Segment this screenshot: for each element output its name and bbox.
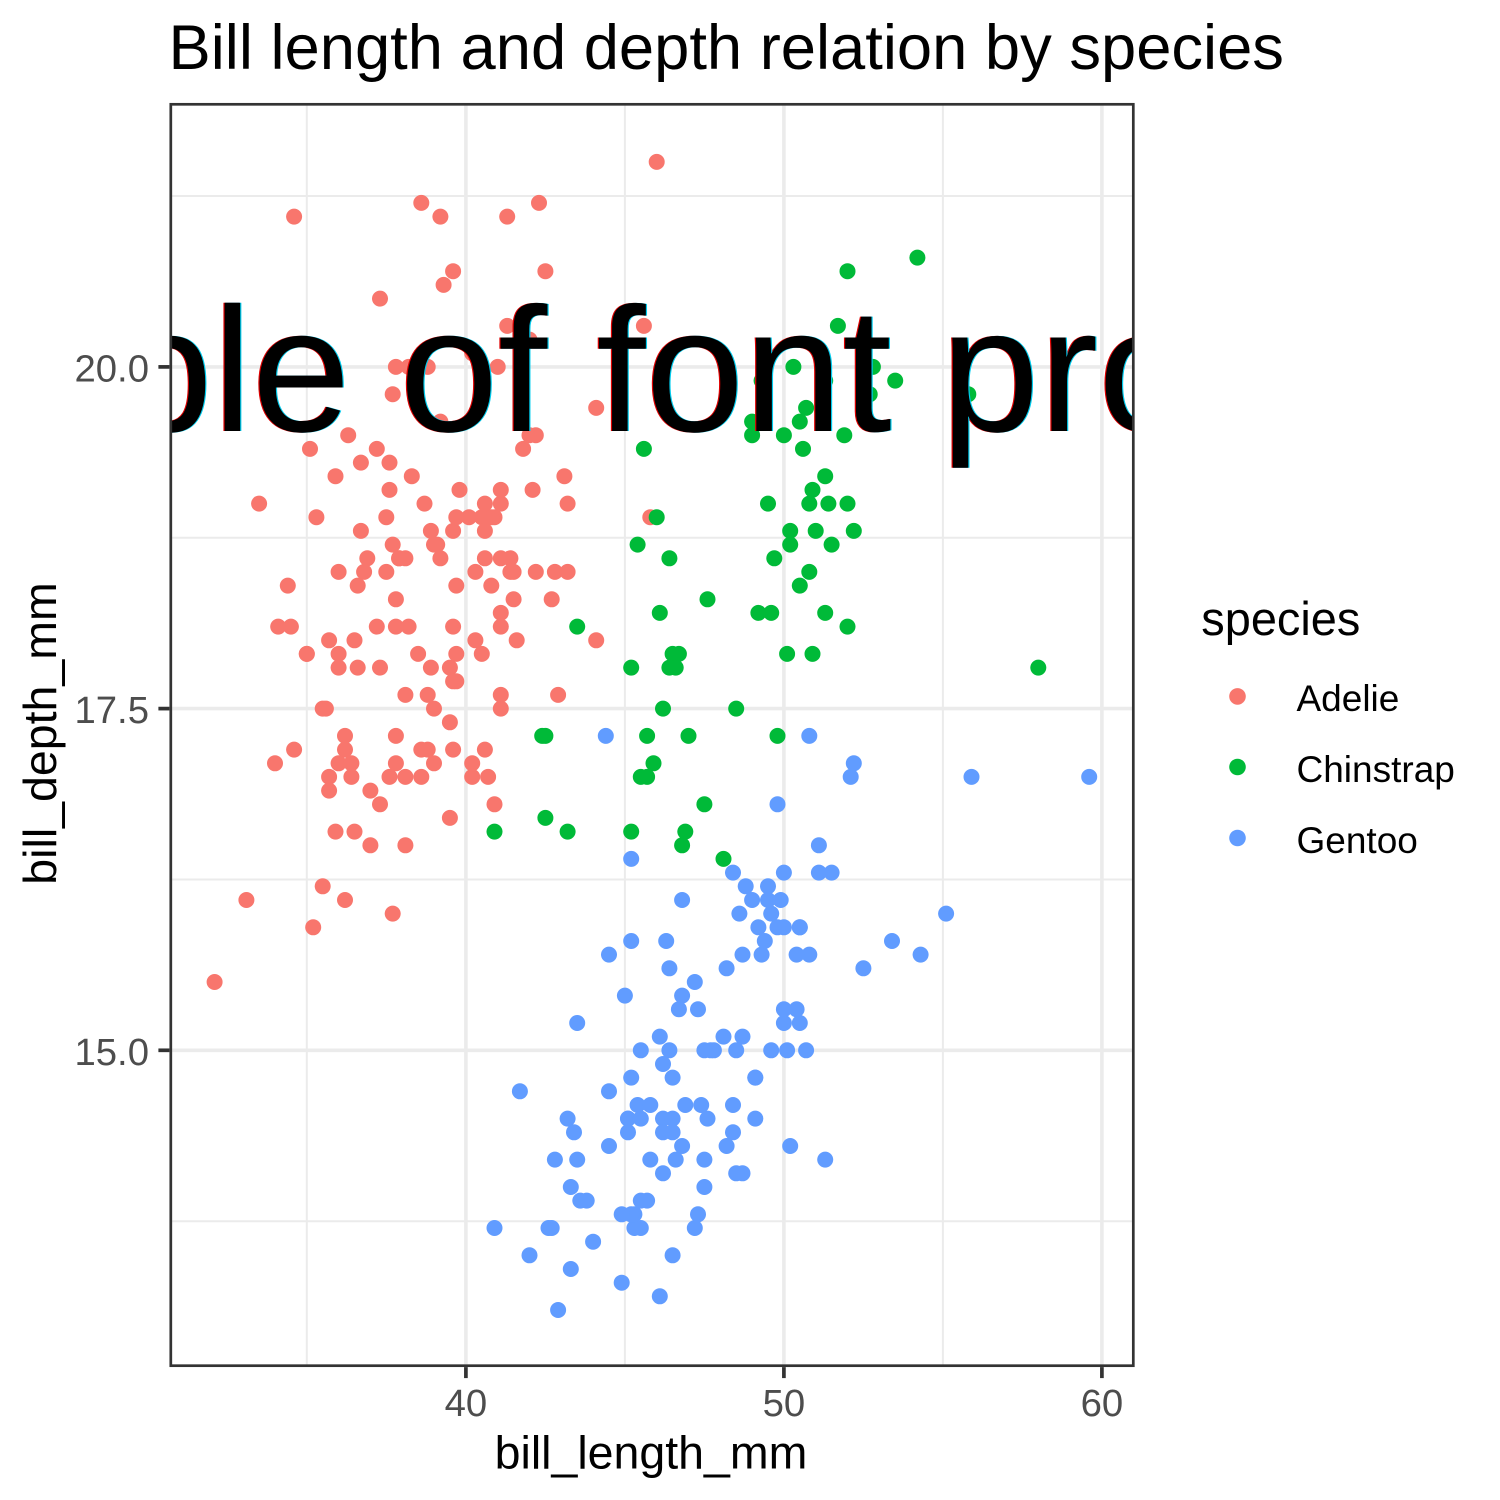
svg-text:bill_length_mm: bill_length_mm — [495, 1427, 808, 1479]
svg-text:species: species — [1201, 593, 1360, 645]
svg-text:17.5: 17.5 — [74, 689, 149, 732]
svg-text:Chinstrap: Chinstrap — [1297, 749, 1455, 790]
svg-text:Example of font properties: Example of font properties — [0, 271, 1500, 469]
svg-text:Example of font properties: Example of font properties — [0, 271, 1500, 469]
svg-text:Gentoo: Gentoo — [1297, 820, 1418, 861]
svg-text:50: 50 — [763, 1382, 806, 1425]
svg-text:bill_depth_mm: bill_depth_mm — [14, 582, 66, 884]
svg-text:15.0: 15.0 — [74, 1031, 149, 1074]
svg-text:60: 60 — [1081, 1382, 1124, 1425]
svg-text:Bill length and depth relation: Bill length and depth relation by specie… — [169, 13, 1284, 83]
svg-text:20.0: 20.0 — [74, 347, 149, 390]
svg-text:Example of font properties: Example of font properties — [0, 271, 1500, 469]
svg-text:Adelie: Adelie — [1297, 678, 1400, 719]
svg-text:40: 40 — [445, 1382, 488, 1425]
